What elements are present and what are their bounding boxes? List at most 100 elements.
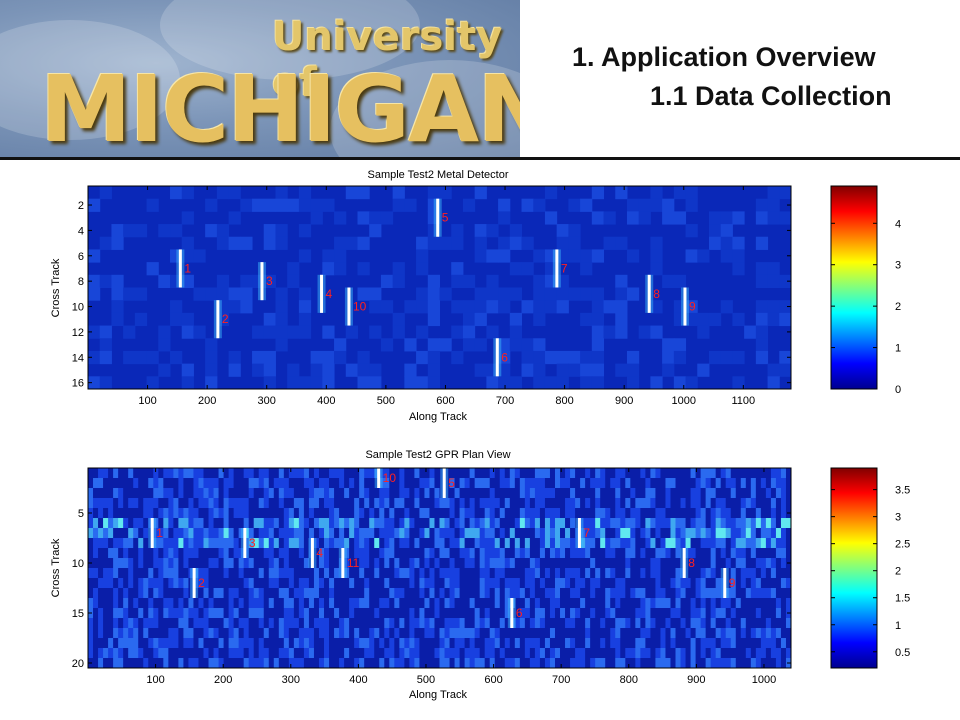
heatmap-cell	[384, 658, 390, 668]
heatmap-cell	[755, 325, 769, 339]
heatmap-cell	[143, 548, 149, 559]
heatmap-cell	[380, 300, 394, 314]
heatmap-cell	[339, 578, 345, 589]
heatmap-cell	[575, 578, 581, 589]
heatmap-cell	[700, 648, 707, 659]
heatmap-cell	[670, 478, 677, 489]
heatmap-cell	[549, 468, 556, 479]
heatmap-cell	[419, 578, 425, 589]
heatmap-cell	[354, 648, 360, 659]
heatmap-cell	[595, 508, 601, 519]
heatmap-cell	[524, 608, 531, 619]
heatmap-cell	[765, 568, 772, 579]
heatmap-cell	[638, 211, 651, 225]
heatmap-cell	[635, 548, 641, 559]
heatmap-cell	[650, 518, 656, 529]
heatmap-cell	[620, 598, 626, 609]
heatmap-cell	[484, 588, 491, 599]
heatmap-cell	[113, 608, 119, 619]
heatmap-cell	[88, 538, 94, 549]
heatmap-cell	[705, 488, 712, 499]
heatmap-cell	[660, 528, 666, 539]
heatmap-cell	[263, 312, 276, 327]
heatmap-cell	[533, 376, 546, 389]
heatmap-cell	[359, 568, 365, 579]
heatmap-cell	[349, 588, 355, 599]
heatmap-cell	[785, 568, 791, 579]
heatmap-cell	[650, 376, 663, 389]
heatmap-cell	[720, 249, 733, 263]
heatmap-cell	[324, 538, 330, 549]
heatmap-cell	[635, 638, 641, 649]
heatmap-cell	[404, 488, 410, 499]
heatmap-cell	[785, 548, 791, 559]
heatmap-cell	[324, 568, 330, 579]
heatmap-cell	[575, 648, 581, 659]
heatmap-cell	[310, 350, 323, 365]
heatmap-cell	[344, 658, 350, 668]
heatmap-cell	[449, 548, 456, 559]
heatmap-cell	[670, 488, 677, 499]
heatmap-cell	[529, 538, 536, 549]
heatmap-cell	[715, 618, 722, 629]
heatmap-cell	[595, 608, 601, 619]
heatmap-cell	[123, 588, 129, 599]
heatmap-cell	[595, 568, 601, 579]
heatmap-cell	[93, 478, 99, 489]
heatmap-cell	[268, 578, 275, 589]
heatmap-cell	[685, 548, 692, 559]
heatmap-cell	[298, 568, 305, 579]
heatmap-cell	[293, 648, 300, 659]
heatmap-cell	[695, 468, 702, 479]
heatmap-cell	[655, 478, 661, 489]
heatmap-cell	[416, 262, 429, 276]
heatmap-cell	[404, 468, 410, 479]
heatmap-cell	[173, 578, 179, 589]
heatmap-cell	[329, 578, 335, 589]
heatmap-cell	[374, 518, 380, 529]
heatmap-cell	[565, 508, 571, 519]
heatmap-cell	[580, 658, 586, 668]
heatmap-cell	[549, 588, 556, 599]
heatmap-cell	[665, 538, 671, 549]
heatmap-cell	[399, 568, 405, 579]
heatmap-cell	[529, 468, 536, 479]
heatmap-cell	[170, 312, 183, 327]
heatmap-cell	[625, 488, 631, 499]
heatmap-cell	[288, 658, 295, 668]
heatmap-cell	[248, 588, 255, 599]
heatmap-cell	[218, 478, 225, 489]
heatmap-cell	[459, 648, 466, 659]
heatmap-cell	[283, 548, 290, 559]
heatmap-cell	[640, 618, 646, 629]
heatmap-cell	[660, 498, 666, 509]
heatmap-cell	[349, 488, 355, 499]
heatmap-cell	[685, 608, 692, 619]
heatmap-cell	[263, 518, 270, 529]
heatmap-cell	[620, 538, 626, 549]
heatmap-cell	[273, 578, 280, 589]
heatmap-cell	[673, 312, 687, 327]
heatmap-cell	[357, 211, 370, 225]
heatmap-cell	[278, 598, 285, 609]
heatmap-cell	[770, 538, 777, 549]
heatmap-cell	[685, 588, 692, 599]
heatmap-cell	[409, 518, 415, 529]
heatmap-cell	[605, 528, 611, 539]
heatmap-cell	[665, 498, 671, 509]
heatmap-cell	[660, 478, 666, 489]
heatmap-cell	[549, 488, 556, 499]
heatmap-cell	[549, 508, 556, 519]
heatmap-cell	[93, 558, 99, 569]
heatmap-cell	[148, 568, 154, 579]
heatmap-cell	[399, 488, 405, 499]
heatmap-cell	[268, 648, 275, 659]
heatmap-cell	[690, 598, 697, 609]
heatmap-cell	[298, 198, 312, 212]
heatmap-cell	[268, 508, 275, 519]
heatmap-cell	[560, 648, 566, 659]
heatmap-cell	[539, 488, 546, 499]
heatmap-cell	[198, 618, 204, 629]
heatmap-cell	[153, 508, 159, 519]
heatmap-cell	[349, 468, 355, 479]
